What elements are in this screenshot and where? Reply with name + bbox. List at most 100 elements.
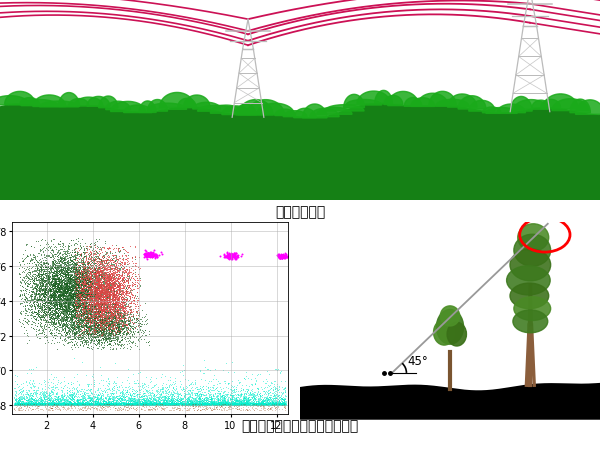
Point bbox=[84, 291, 94, 298]
Point bbox=[252, 401, 262, 409]
Point bbox=[178, 361, 187, 369]
Point bbox=[67, 283, 76, 291]
Point bbox=[218, 400, 227, 408]
Point bbox=[145, 399, 154, 407]
Point bbox=[117, 401, 127, 409]
Point bbox=[95, 388, 104, 395]
Point bbox=[80, 266, 90, 273]
Point bbox=[55, 294, 64, 301]
Point bbox=[100, 283, 109, 290]
Point bbox=[107, 398, 117, 405]
Point bbox=[53, 400, 62, 407]
Point bbox=[111, 382, 121, 389]
Point bbox=[87, 296, 97, 303]
Point bbox=[40, 283, 50, 290]
Point bbox=[48, 399, 58, 406]
Point bbox=[168, 399, 178, 406]
Point bbox=[68, 400, 78, 408]
Point bbox=[150, 396, 160, 404]
Point bbox=[139, 329, 148, 336]
Point bbox=[35, 400, 45, 407]
Point bbox=[53, 295, 62, 302]
Point bbox=[103, 283, 113, 290]
Point bbox=[110, 310, 120, 317]
Point bbox=[109, 399, 119, 406]
Point bbox=[105, 248, 115, 255]
Point bbox=[143, 397, 153, 404]
Point bbox=[86, 307, 95, 314]
Point bbox=[88, 285, 97, 292]
Point bbox=[110, 310, 120, 318]
Point bbox=[98, 273, 108, 281]
Point bbox=[60, 248, 70, 255]
Point bbox=[90, 283, 100, 290]
Point bbox=[100, 281, 110, 288]
Point bbox=[40, 321, 50, 328]
Point bbox=[89, 300, 99, 307]
Point bbox=[139, 400, 148, 408]
Point bbox=[66, 404, 76, 411]
Point bbox=[80, 406, 90, 414]
Point bbox=[73, 259, 82, 266]
Point bbox=[232, 401, 242, 409]
Point bbox=[92, 308, 102, 315]
Point bbox=[269, 396, 278, 404]
Point bbox=[73, 292, 83, 299]
Point bbox=[88, 394, 97, 402]
Point bbox=[68, 293, 77, 301]
Point bbox=[103, 333, 113, 340]
Point bbox=[93, 277, 103, 284]
Point bbox=[74, 262, 83, 269]
Point bbox=[172, 399, 181, 407]
Point bbox=[112, 289, 121, 297]
Point bbox=[79, 251, 89, 258]
Point bbox=[193, 403, 203, 410]
Point bbox=[87, 281, 97, 288]
Point bbox=[249, 396, 259, 403]
Point bbox=[115, 283, 125, 291]
Point bbox=[47, 252, 57, 259]
Point bbox=[75, 310, 85, 318]
Point bbox=[41, 308, 51, 315]
Point bbox=[105, 324, 115, 332]
Point bbox=[105, 286, 115, 293]
Point bbox=[252, 400, 262, 407]
Point bbox=[102, 314, 112, 321]
Point bbox=[101, 398, 111, 405]
Point bbox=[233, 253, 243, 261]
Point bbox=[167, 397, 176, 404]
Point bbox=[107, 277, 117, 284]
Point bbox=[79, 309, 88, 317]
Point bbox=[116, 318, 125, 325]
Point bbox=[44, 265, 54, 273]
Point bbox=[106, 328, 116, 335]
Point bbox=[111, 298, 121, 305]
Point bbox=[65, 321, 74, 328]
Point bbox=[88, 395, 97, 402]
Point bbox=[265, 401, 275, 409]
Point bbox=[16, 396, 26, 403]
Point bbox=[100, 283, 110, 290]
Point bbox=[109, 319, 118, 327]
Point bbox=[274, 398, 284, 405]
Point bbox=[149, 252, 159, 259]
Point bbox=[69, 307, 79, 314]
Point bbox=[158, 398, 167, 405]
Point bbox=[32, 404, 42, 412]
Point bbox=[87, 259, 97, 266]
Point bbox=[214, 395, 224, 402]
Point bbox=[43, 403, 52, 410]
Point bbox=[80, 304, 90, 311]
Point bbox=[263, 400, 272, 407]
Point bbox=[39, 291, 49, 298]
Point bbox=[37, 255, 47, 262]
Point bbox=[88, 303, 98, 310]
Point bbox=[86, 250, 96, 258]
Point bbox=[197, 398, 206, 405]
Point bbox=[90, 400, 100, 407]
Point bbox=[90, 400, 100, 407]
Point bbox=[193, 384, 202, 391]
Point bbox=[56, 275, 65, 283]
Point bbox=[80, 399, 89, 407]
Point bbox=[113, 296, 123, 303]
